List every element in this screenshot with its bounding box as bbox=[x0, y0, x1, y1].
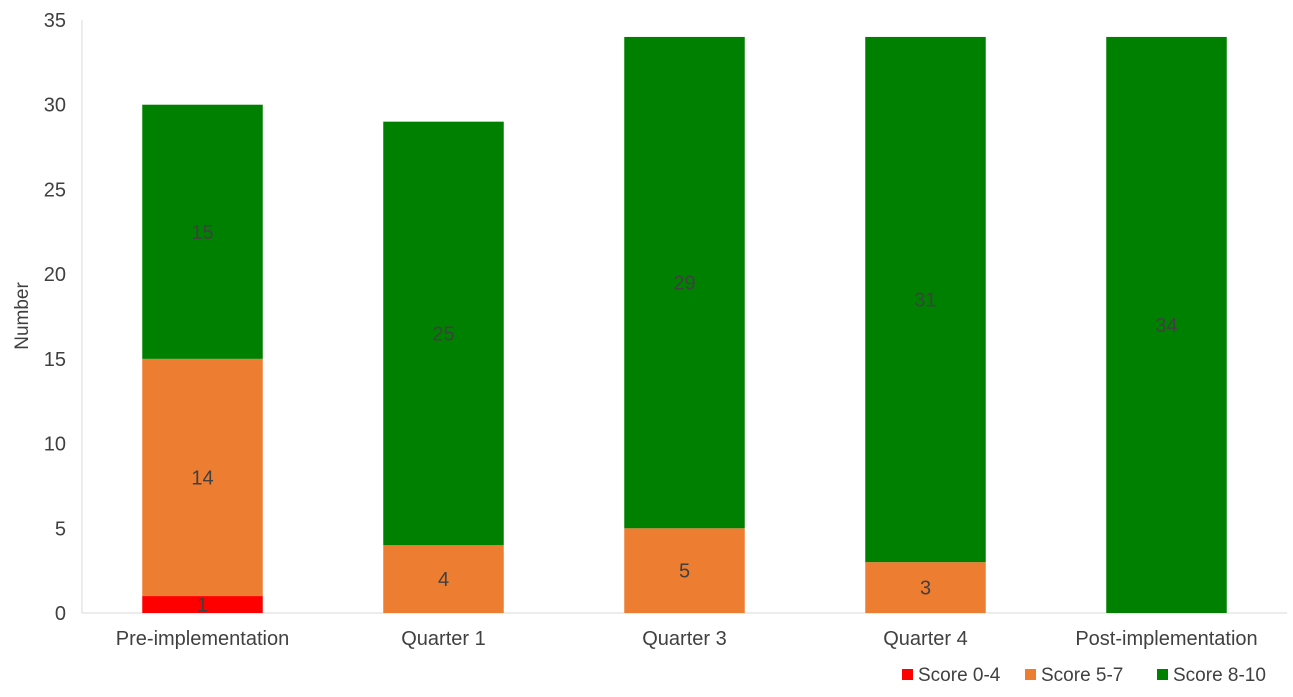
data-label: 5 bbox=[679, 561, 690, 583]
category-labels: Pre-implementation Quarter 1 Quarter 3 Quar… bbox=[116, 628, 1258, 650]
x-category-label: Quarter 1 bbox=[401, 628, 485, 650]
x-category-label: Quarter 3 bbox=[642, 628, 726, 650]
bars-layer bbox=[142, 36, 1227, 613]
data-label: 29 bbox=[673, 273, 695, 295]
y-tick-labels: 0 5 10 15 20 25 30 35 bbox=[44, 10, 66, 625]
bar-segment bbox=[383, 121, 504, 546]
y-tick-label: 20 bbox=[44, 264, 66, 286]
x-category-label: Pre-implementation bbox=[116, 628, 289, 650]
y-tick-label: 25 bbox=[44, 179, 66, 201]
bar-segment bbox=[142, 596, 263, 613]
data-label: 31 bbox=[914, 290, 936, 312]
bar-segment bbox=[142, 358, 263, 597]
legend-label: Score 0-4 bbox=[918, 665, 1001, 686]
legend-swatch bbox=[1025, 669, 1036, 680]
bar-segment bbox=[383, 545, 504, 613]
data-label: 15 bbox=[191, 222, 213, 244]
y-tick-label: 0 bbox=[55, 603, 66, 625]
bar-segment bbox=[142, 104, 263, 359]
y-tick-label: 30 bbox=[44, 95, 66, 117]
data-labels: 1 14 15 4 25 5 29 3 31 34 bbox=[191, 222, 1177, 617]
bar-segment bbox=[624, 528, 745, 613]
axes-layer: Number bbox=[12, 20, 1287, 614]
y-tick-label: 10 bbox=[44, 434, 66, 456]
data-label: 1 bbox=[197, 595, 208, 617]
bar-segment bbox=[624, 36, 745, 529]
y-tick-label: 35 bbox=[44, 10, 66, 32]
data-label: 4 bbox=[438, 569, 449, 591]
x-category-label: Post-implementation bbox=[1075, 628, 1257, 650]
y-tick-label: 5 bbox=[55, 518, 66, 540]
legend-swatch bbox=[902, 669, 913, 680]
legend: Score 0-4 Score 5-7 Score 8-10 bbox=[902, 665, 1266, 686]
data-label: 3 bbox=[920, 578, 931, 600]
y-tick-label: 15 bbox=[44, 349, 66, 371]
x-category-label: Quarter 4 bbox=[883, 628, 967, 650]
data-label: 34 bbox=[1155, 315, 1177, 337]
bar-segment bbox=[865, 562, 986, 613]
bar-segment bbox=[865, 36, 986, 563]
legend-swatch bbox=[1157, 669, 1168, 680]
data-label: 25 bbox=[432, 323, 454, 345]
data-label: 14 bbox=[191, 467, 213, 489]
legend-label: Score 8-10 bbox=[1173, 665, 1266, 686]
bar-segment bbox=[1106, 36, 1227, 613]
y-axis-title: Number bbox=[12, 282, 33, 350]
legend-label: Score 5-7 bbox=[1041, 665, 1123, 686]
